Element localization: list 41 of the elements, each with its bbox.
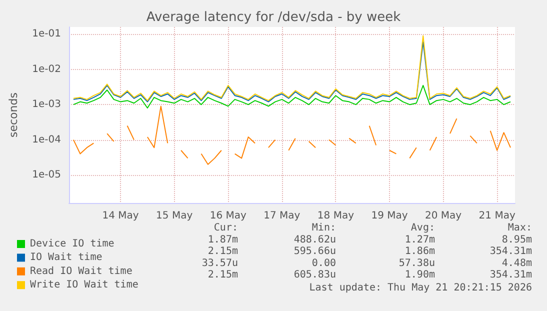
x-tick-label: 21 May (478, 210, 516, 222)
text: Last update: Thu May 21 20:21:15 2026 (309, 282, 532, 294)
x-tick-label: 19 May (371, 210, 408, 222)
text: 354.31m (490, 246, 532, 258)
text: 488.62u (294, 234, 336, 246)
y-tick-label: 1e-02 (32, 64, 61, 75)
text: Min: (312, 222, 336, 234)
y-axis-title: seconds (7, 92, 20, 138)
y-tick-label: 1e-03 (32, 99, 61, 110)
legend-label: Device IO time (30, 238, 114, 250)
text: 354.31m (490, 270, 532, 281)
x-tick-label: 14 May (102, 210, 139, 222)
x-tick-label: 16 May (210, 210, 246, 222)
text: 605.83u (294, 270, 336, 281)
y-tick-label: 1e-01 (32, 28, 61, 40)
line-series (72, 84, 512, 108)
x-tick-label: 17 May (264, 210, 300, 222)
text: 33.57u (202, 258, 238, 269)
text: 2.15m (208, 270, 238, 281)
text: Max: (508, 222, 532, 234)
text: 8.95m (502, 234, 532, 246)
text: Avg: (410, 222, 435, 234)
text: 1.87m (208, 234, 238, 246)
text: 1.86m (404, 246, 435, 258)
text: 57.38u (398, 258, 435, 269)
legend-label: Write IO Wait time (30, 280, 138, 291)
text: 0.00 (312, 258, 336, 269)
x-tick-label: 18 May (317, 210, 354, 222)
y-tick-label: 1e-05 (32, 169, 61, 180)
text: 4.48m (502, 258, 532, 269)
y-tick-label: 1e-04 (32, 134, 61, 146)
text: Cur: (214, 222, 238, 234)
text: 2.15m (208, 246, 238, 258)
chart-title: Average latency for /dev/sda - by week (146, 10, 402, 25)
text: 1.90m (404, 270, 435, 281)
text: 595.66u (294, 246, 336, 258)
x-tick-label: 15 May (156, 210, 193, 222)
text: 1.27m (404, 234, 435, 246)
legend-label: Read IO Wait time (30, 266, 132, 277)
x-tick-label: 20 May (424, 210, 462, 222)
legend-label: IO Wait time (30, 252, 102, 264)
